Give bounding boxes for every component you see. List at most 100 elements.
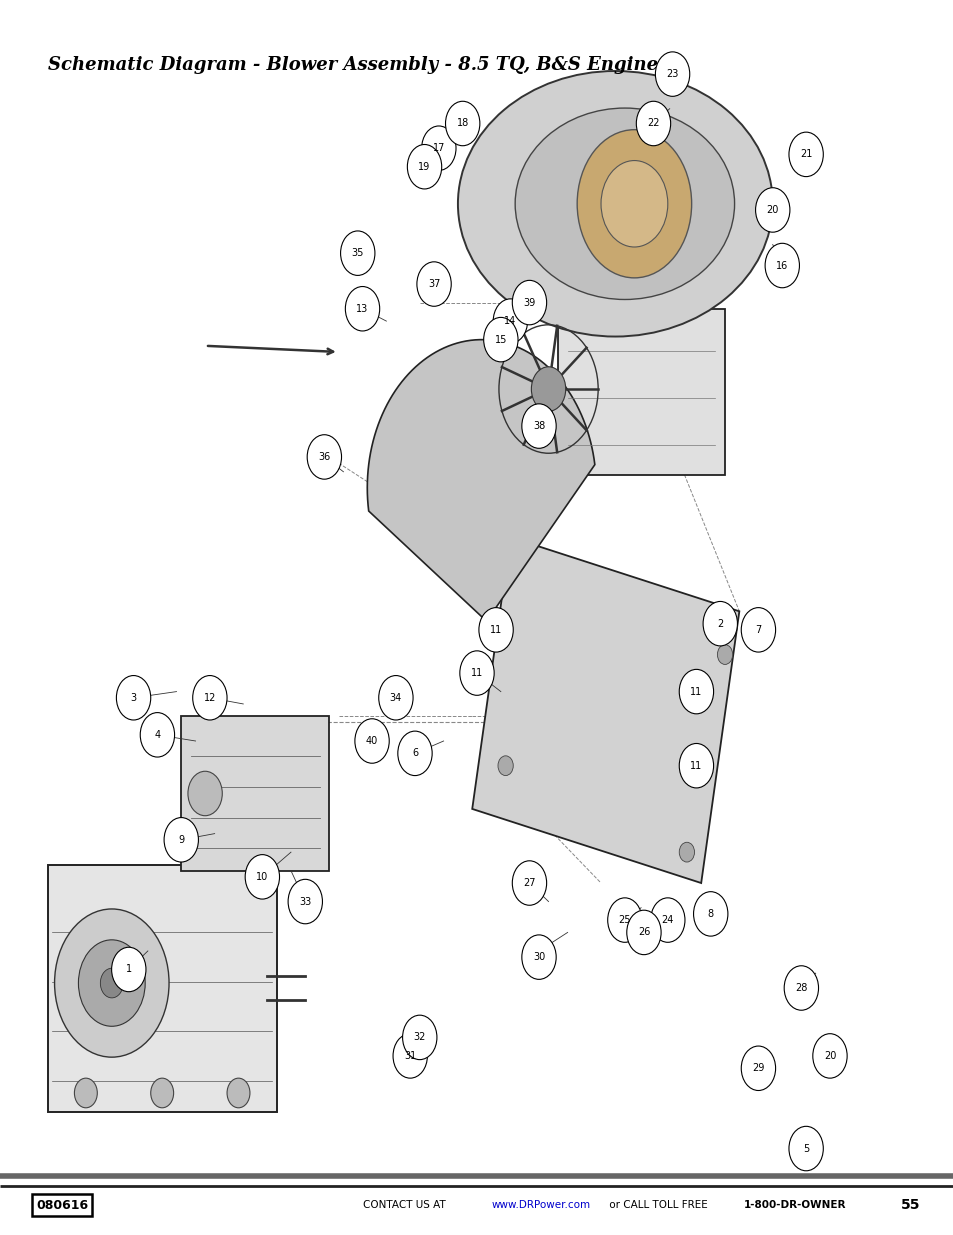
Circle shape <box>74 1078 97 1108</box>
Polygon shape <box>472 537 739 883</box>
Text: 55: 55 <box>901 1198 920 1213</box>
Circle shape <box>288 879 322 924</box>
Circle shape <box>78 940 145 1026</box>
Text: Schematic Diagram - Blower Assembly - 8.5 TQ, B&S Engine: Schematic Diagram - Blower Assembly - 8.… <box>48 56 658 74</box>
Text: 35: 35 <box>352 248 363 258</box>
Text: 31: 31 <box>404 1051 416 1061</box>
Text: 9: 9 <box>178 835 184 845</box>
Text: 29: 29 <box>752 1063 763 1073</box>
Circle shape <box>702 601 737 646</box>
Text: 36: 36 <box>318 452 330 462</box>
Circle shape <box>788 1126 822 1171</box>
Text: 7: 7 <box>755 625 760 635</box>
Text: 18: 18 <box>456 119 468 128</box>
Text: CONTACT US AT: CONTACT US AT <box>362 1200 448 1210</box>
Polygon shape <box>367 340 595 621</box>
Text: 3: 3 <box>131 693 136 703</box>
Circle shape <box>650 898 684 942</box>
Text: 6: 6 <box>412 748 417 758</box>
Circle shape <box>607 898 641 942</box>
Text: 19: 19 <box>418 162 430 172</box>
Circle shape <box>402 1015 436 1060</box>
Circle shape <box>531 367 565 411</box>
Text: 22: 22 <box>646 119 659 128</box>
Circle shape <box>740 608 775 652</box>
Circle shape <box>655 52 689 96</box>
Circle shape <box>345 287 379 331</box>
Circle shape <box>626 910 660 955</box>
Text: 30: 30 <box>533 952 544 962</box>
Text: 20: 20 <box>823 1051 835 1061</box>
Circle shape <box>577 130 691 278</box>
Text: 37: 37 <box>428 279 439 289</box>
Text: 13: 13 <box>356 304 368 314</box>
Circle shape <box>421 126 456 170</box>
Text: 26: 26 <box>638 927 649 937</box>
Circle shape <box>783 966 818 1010</box>
Text: 40: 40 <box>366 736 377 746</box>
Text: 5: 5 <box>802 1144 808 1153</box>
Circle shape <box>445 101 479 146</box>
Text: 12: 12 <box>204 693 215 703</box>
Text: 33: 33 <box>299 897 311 906</box>
Circle shape <box>740 1046 775 1091</box>
FancyBboxPatch shape <box>558 309 724 475</box>
Circle shape <box>193 676 227 720</box>
Text: 4: 4 <box>154 730 160 740</box>
Circle shape <box>112 947 146 992</box>
Circle shape <box>116 676 151 720</box>
Text: 8: 8 <box>707 909 713 919</box>
Text: 1: 1 <box>126 965 132 974</box>
Text: 28: 28 <box>795 983 806 993</box>
Circle shape <box>693 892 727 936</box>
Circle shape <box>140 713 174 757</box>
Circle shape <box>151 1078 173 1108</box>
Text: 15: 15 <box>495 335 506 345</box>
Circle shape <box>307 435 341 479</box>
Ellipse shape <box>515 109 734 300</box>
Text: 39: 39 <box>523 298 535 308</box>
Circle shape <box>188 771 222 816</box>
Text: 27: 27 <box>522 878 536 888</box>
Text: 11: 11 <box>490 625 501 635</box>
Circle shape <box>54 909 169 1057</box>
Circle shape <box>407 144 441 189</box>
Text: 17: 17 <box>433 143 444 153</box>
Text: 34: 34 <box>390 693 401 703</box>
Ellipse shape <box>457 70 772 337</box>
Circle shape <box>416 262 451 306</box>
Circle shape <box>679 743 713 788</box>
Text: 11: 11 <box>690 761 701 771</box>
Circle shape <box>478 608 513 652</box>
Circle shape <box>397 731 432 776</box>
Circle shape <box>636 101 670 146</box>
Circle shape <box>764 243 799 288</box>
Text: 25: 25 <box>618 915 631 925</box>
Circle shape <box>788 132 822 177</box>
Text: 21: 21 <box>800 149 811 159</box>
Text: 11: 11 <box>690 687 701 697</box>
Circle shape <box>521 404 556 448</box>
Text: or CALL TOLL FREE: or CALL TOLL FREE <box>605 1200 710 1210</box>
Circle shape <box>497 756 513 776</box>
Circle shape <box>100 968 123 998</box>
Circle shape <box>483 317 517 362</box>
Circle shape <box>812 1034 846 1078</box>
Text: 080616: 080616 <box>36 1199 88 1212</box>
Circle shape <box>755 188 789 232</box>
Circle shape <box>355 719 389 763</box>
Circle shape <box>521 935 556 979</box>
Text: www.DRPower.com: www.DRPower.com <box>491 1200 590 1210</box>
Text: 20: 20 <box>766 205 778 215</box>
Circle shape <box>378 676 413 720</box>
Text: 23: 23 <box>666 69 678 79</box>
Circle shape <box>600 161 667 247</box>
Circle shape <box>493 299 527 343</box>
Circle shape <box>227 1078 250 1108</box>
FancyBboxPatch shape <box>181 716 329 871</box>
Text: 32: 32 <box>414 1032 425 1042</box>
Text: 10: 10 <box>256 872 268 882</box>
Circle shape <box>717 645 732 664</box>
Circle shape <box>245 855 279 899</box>
Circle shape <box>459 651 494 695</box>
